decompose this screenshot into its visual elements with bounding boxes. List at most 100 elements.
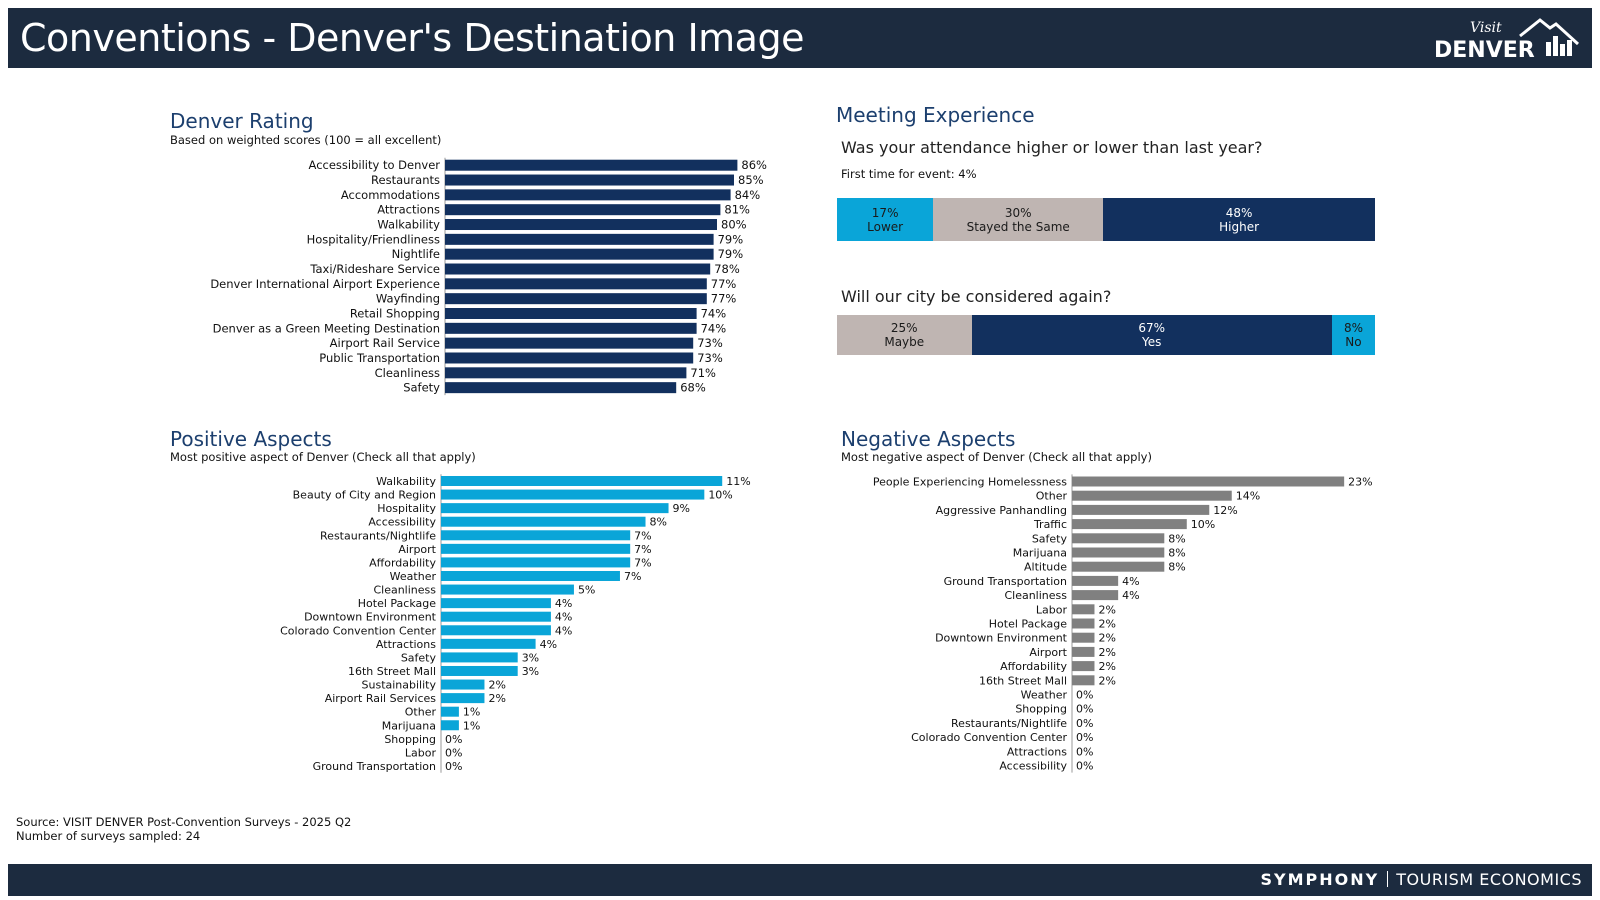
positive-category-label: Airport — [398, 543, 436, 556]
positive-value-label: 11% — [726, 475, 750, 488]
negative-value-label: 0% — [1076, 717, 1093, 730]
rating-bar — [445, 382, 677, 394]
attendance-segment-name: Higher — [1219, 219, 1260, 234]
positive-bar — [441, 516, 646, 527]
positive-value-label: 7% — [634, 529, 651, 542]
rating-category-label: Nightlife — [392, 247, 440, 261]
negative-category-label: Other — [1036, 490, 1068, 503]
attendance-segment: 48% Higher — [1103, 198, 1375, 241]
positive-title: Positive Aspects — [170, 427, 332, 451]
footer-bar: SYMPHONY TOURISM ECONOMICS — [8, 864, 1592, 896]
consider_again-segment-name: No — [1345, 335, 1362, 349]
negative-category-label: Colorado Convention Center — [911, 731, 1067, 744]
rating-value-label: 81% — [724, 203, 750, 217]
rating-bar — [445, 337, 694, 349]
positive-value-label: 7% — [634, 556, 651, 569]
positive-category-label: Hotel Package — [358, 597, 436, 610]
rating-value-label: 73% — [697, 336, 723, 350]
rating-bar — [445, 189, 731, 201]
rating-value-label: 79% — [718, 247, 744, 261]
rating-bar — [445, 204, 721, 216]
consider_again-segment: 25% Maybe — [837, 315, 972, 355]
positive-bar — [441, 611, 551, 622]
attendance-segment: 30% Stayed the Same — [933, 198, 1104, 241]
rating-category-label: Denver International Airport Experience — [210, 277, 440, 291]
negative-category-label: Aggressive Panhandling — [936, 504, 1067, 517]
rating-value-label: 77% — [711, 277, 737, 291]
negative-category-label: Shopping — [1015, 703, 1067, 716]
positive-value-label: 4% — [555, 611, 572, 624]
attendance-stacked-bar: 17% Lower 30% Stayed the Same 48% Higher — [837, 198, 1375, 241]
rating-value-label: 79% — [718, 232, 744, 246]
positive-category-label: Airport Rail Services — [325, 692, 437, 705]
rating-value-label: 77% — [711, 292, 737, 306]
rating-bar — [445, 248, 714, 260]
negative-value-label: 2% — [1098, 632, 1115, 645]
negative-category-label: Weather — [1021, 689, 1068, 702]
attendance-segment-name: Lower — [867, 219, 904, 234]
positive-value-label: 8% — [650, 516, 667, 529]
positive-bar — [441, 570, 620, 581]
negative-value-label: 2% — [1098, 603, 1115, 616]
rating-category-label: Cleanliness — [375, 366, 440, 380]
visit-denver-logo: Visit DENVER — [1434, 18, 1580, 62]
negative-category-label: Labor — [1036, 603, 1068, 616]
positive-category-label: Walkability — [376, 475, 436, 488]
rating-bar — [445, 278, 707, 290]
negative-value-label: 10% — [1191, 518, 1215, 531]
negative-value-label: 8% — [1168, 532, 1185, 545]
positive-category-label: Beauty of City and Region — [293, 489, 436, 502]
negative-category-label: Airport — [1029, 646, 1067, 659]
rating-bar — [445, 233, 714, 245]
rating-category-label: Attractions — [377, 203, 440, 217]
positive-category-label: Colorado Convention Center — [280, 624, 436, 637]
negative-bar — [1072, 590, 1119, 601]
positive-bar — [441, 706, 459, 717]
symphony-logo: SYMPHONY TOURISM ECONOMICS — [1261, 870, 1582, 889]
positive-category-label: Shopping — [384, 733, 436, 746]
positive-bar — [441, 543, 631, 554]
negative-value-label: 14% — [1236, 490, 1260, 503]
negative-bar — [1072, 575, 1119, 586]
positive-value-label: 1% — [463, 719, 480, 732]
rating-category-label: Walkability — [377, 218, 440, 232]
consider_again-segment-value: 8% — [1343, 321, 1363, 335]
negative-category-label: Ground Transportation — [944, 575, 1067, 588]
rating-value-label: 80% — [721, 218, 747, 232]
negative-title: Negative Aspects — [841, 427, 1016, 451]
positive-bar — [441, 720, 459, 731]
negative-bar — [1072, 618, 1095, 629]
attendance-segment-value: 17% — [871, 205, 899, 220]
positive-category-label: Accessibility — [368, 516, 436, 529]
consider_again-segment-name: Yes — [1142, 335, 1162, 349]
negative-category-label: Affordability — [1000, 660, 1067, 673]
first-time-note: First time for event: 4% — [841, 167, 977, 181]
source-line: Source: VISIT DENVER Post-Convention Sur… — [16, 815, 352, 829]
positive-bar — [441, 665, 518, 676]
positive-category-label: Safety — [401, 651, 437, 664]
rating-value-label: 78% — [714, 262, 740, 276]
header-bar: Conventions - Denver's Destination Image… — [8, 8, 1592, 68]
rating-value-label: 74% — [701, 321, 727, 335]
positive-bar — [441, 557, 631, 568]
positive-category-label: Sustainability — [362, 679, 437, 692]
negative-category-label: Altitude — [1024, 561, 1067, 574]
positive-bar — [441, 693, 485, 704]
rating-bar — [445, 219, 717, 231]
negative-bar — [1072, 490, 1232, 501]
rating-bar — [445, 367, 687, 379]
negative-bar — [1072, 646, 1095, 657]
positive-category-label: Affordability — [369, 556, 436, 569]
consider_again-segment-value: 25% — [890, 321, 918, 335]
negative-bar — [1072, 476, 1345, 487]
negative-value-label: 2% — [1098, 618, 1115, 631]
consider_again-segment-name: Maybe — [884, 335, 925, 349]
rating-bar — [445, 352, 694, 364]
positive-category-label: Ground Transportation — [313, 760, 436, 773]
positive-value-label: 2% — [488, 679, 505, 692]
positive-value-label: 5% — [578, 584, 595, 597]
negative-value-label: 4% — [1122, 589, 1139, 602]
attendance-segment: 17% Lower — [837, 198, 934, 241]
positive-category-label: 16th Street Mall — [348, 665, 436, 678]
rating-subtitle: Based on weighted scores (100 = all exce… — [170, 133, 442, 147]
